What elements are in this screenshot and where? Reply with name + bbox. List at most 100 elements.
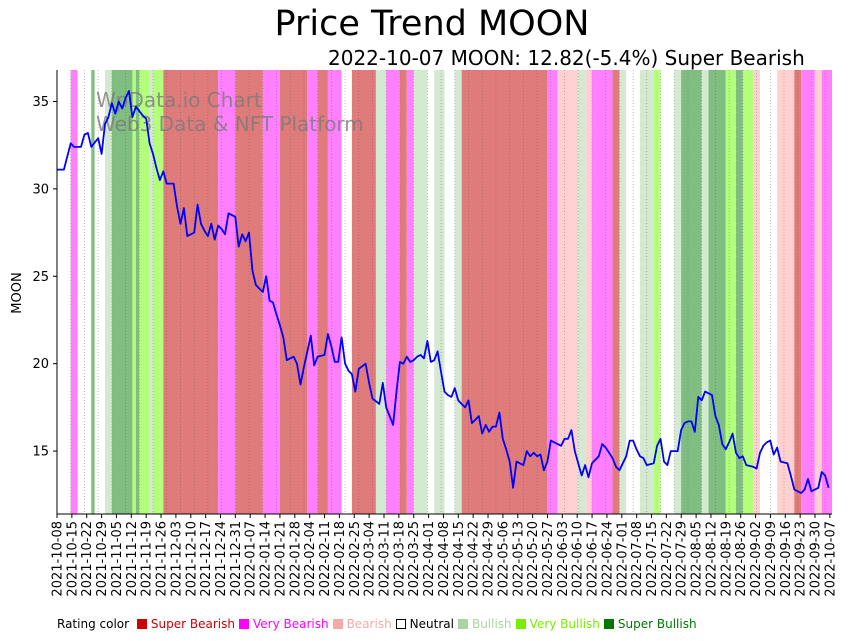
rating-band-neutral bbox=[57, 70, 71, 514]
legend-item-bearish: Bearish bbox=[332, 617, 392, 631]
x-tick-label: 2022-04-29 bbox=[482, 521, 497, 597]
x-tick-label: 2022-07-29 bbox=[675, 521, 690, 597]
rating-band-super_bearish bbox=[351, 70, 376, 514]
rating-band-very_bullish bbox=[139, 70, 150, 514]
x-tick-label: 2022-05-20 bbox=[526, 521, 541, 597]
legend-item-very_bearish: Very Bearish bbox=[238, 617, 329, 631]
rating-band-bullish bbox=[701, 70, 709, 514]
legend-text: Very Bearish bbox=[252, 617, 329, 631]
rating-band-very_bearish bbox=[386, 70, 400, 514]
x-tick-label: 2022-03-25 bbox=[407, 521, 422, 597]
legend-swatch bbox=[603, 619, 614, 629]
rating-band-very_bearish bbox=[821, 70, 832, 514]
x-tick-label: 2022-03-11 bbox=[378, 521, 393, 597]
rating-band-very_bearish bbox=[591, 70, 613, 514]
x-tick-label: 2022-03-04 bbox=[363, 521, 378, 597]
x-tick-label: 2022-09-23 bbox=[794, 521, 809, 597]
rating-band-neutral bbox=[660, 70, 675, 514]
x-tick-label: 2021-12-31 bbox=[229, 521, 244, 597]
x-tick-label: 2022-07-15 bbox=[645, 521, 660, 597]
chart-title: Price Trend MOON bbox=[274, 4, 590, 44]
legend-item-super_bearish: Super Bearish bbox=[136, 617, 235, 631]
x-tick-label: 2021-12-24 bbox=[214, 521, 229, 597]
rating-band-very_bullish bbox=[653, 70, 661, 514]
x-tick-label: 2022-01-21 bbox=[273, 521, 288, 597]
y-tick-label: 15 bbox=[32, 445, 49, 460]
y-axis-ticks: 15 20 25 30 35 bbox=[32, 95, 57, 460]
axes bbox=[56, 70, 832, 515]
x-tick-label: 2022-07-01 bbox=[615, 521, 630, 597]
rating-band-bullish bbox=[674, 70, 682, 514]
x-tick-label: 2022-02-04 bbox=[303, 521, 318, 597]
rating-band-super_bearish bbox=[612, 70, 620, 514]
rating-band-super_bullish bbox=[681, 70, 702, 514]
y-tick-label: 30 bbox=[32, 182, 49, 197]
rating-band-bullish bbox=[149, 70, 154, 514]
legend-text: Very Bullish bbox=[529, 617, 600, 631]
rating-band-neutral bbox=[341, 70, 352, 514]
x-tick-label: 2022-04-15 bbox=[452, 521, 467, 597]
rating-band-bearish bbox=[557, 70, 579, 514]
x-tick-label: 2021-11-05 bbox=[110, 521, 125, 597]
rating-band-very_bearish bbox=[547, 70, 558, 514]
watermark: WpData.io Chart Web3 Data & NFT Platform bbox=[96, 88, 364, 136]
x-tick-label: 2022-04-08 bbox=[437, 521, 452, 597]
x-tick-label: 2022-02-18 bbox=[333, 521, 348, 597]
x-tick-label: 2021-11-12 bbox=[125, 521, 140, 597]
x-tick-label: 2021-11-26 bbox=[155, 521, 170, 597]
legend-item-neutral: Neutral bbox=[395, 617, 454, 631]
rating-band-very_bullish bbox=[742, 70, 754, 514]
watermark-line-1: WpData.io Chart bbox=[96, 88, 262, 112]
x-tick-label: 2022-03-18 bbox=[392, 521, 407, 597]
rating-band-super_bullish bbox=[735, 70, 743, 514]
rating-band-bullish bbox=[413, 70, 428, 514]
legend-text: Super Bearish bbox=[150, 617, 235, 631]
x-tick-label: 2022-06-17 bbox=[586, 521, 601, 597]
rating-band-super_bearish bbox=[317, 70, 328, 514]
rating-band-very_bearish bbox=[327, 70, 342, 514]
rating-band-super_bearish bbox=[461, 70, 548, 514]
x-tick-label: 2021-10-15 bbox=[65, 521, 80, 597]
legend-label: Rating color bbox=[57, 617, 130, 631]
x-tick-label: 2022-08-19 bbox=[719, 521, 734, 597]
rating-band-very_bearish bbox=[406, 70, 414, 514]
rating-legend: Rating color Super Bearish Very Bearish Be… bbox=[57, 617, 701, 631]
rating-band-very_bullish bbox=[132, 70, 136, 514]
x-tick-label: 2022-08-26 bbox=[734, 521, 749, 597]
y-tick-label: 20 bbox=[32, 357, 49, 372]
rating-band-neutral bbox=[444, 70, 455, 514]
rating-band-bearish bbox=[814, 70, 822, 514]
rating-band-very_bearish bbox=[262, 70, 280, 514]
rating-band-bearish bbox=[777, 70, 795, 514]
legend-swatch bbox=[395, 619, 406, 629]
x-tick-label: 2022-05-27 bbox=[541, 521, 556, 597]
x-tick-label: 2022-07-22 bbox=[660, 521, 675, 597]
rating-band-bullish bbox=[375, 70, 387, 514]
x-axis-ticks: 2021-10-08 2021-10-15 2021-10-22 2021-10-29… bbox=[51, 514, 838, 597]
y-axis-label: MOON bbox=[10, 272, 25, 313]
rating-band-super_bullish bbox=[708, 70, 726, 514]
rating-band-bullish bbox=[619, 70, 627, 514]
x-tick-label: 2022-01-28 bbox=[288, 521, 303, 597]
rating-band-neutral bbox=[427, 70, 435, 514]
x-tick-label: 2022-09-09 bbox=[764, 521, 779, 597]
price-line bbox=[57, 90, 830, 494]
x-tick-label: 2021-10-08 bbox=[51, 521, 66, 597]
x-tick-label: 2022-06-24 bbox=[600, 521, 615, 597]
x-tick-label: 2022-06-03 bbox=[556, 521, 571, 597]
price-series bbox=[57, 90, 830, 494]
rating-band-bullish bbox=[454, 70, 462, 514]
x-tick-label: 2022-02-11 bbox=[318, 521, 333, 597]
x-tick-label: 2022-06-10 bbox=[571, 521, 586, 597]
x-tick-label: 2022-10-07 bbox=[823, 521, 838, 597]
rating-band-super_bullish bbox=[111, 70, 133, 514]
rating-band-super_bullish bbox=[91, 70, 95, 514]
x-tick-label: 2022-09-30 bbox=[809, 521, 824, 597]
rating-band-very_bearish bbox=[801, 70, 815, 514]
legend-item-bullish: Bullish bbox=[457, 617, 512, 631]
legend-swatch bbox=[136, 619, 147, 629]
y-tick-label: 35 bbox=[32, 95, 49, 110]
x-tick-label: 2022-05-13 bbox=[511, 521, 526, 597]
x-tick-label: 2022-08-05 bbox=[690, 521, 705, 597]
x-tick-label: 2022-08-12 bbox=[705, 521, 720, 597]
